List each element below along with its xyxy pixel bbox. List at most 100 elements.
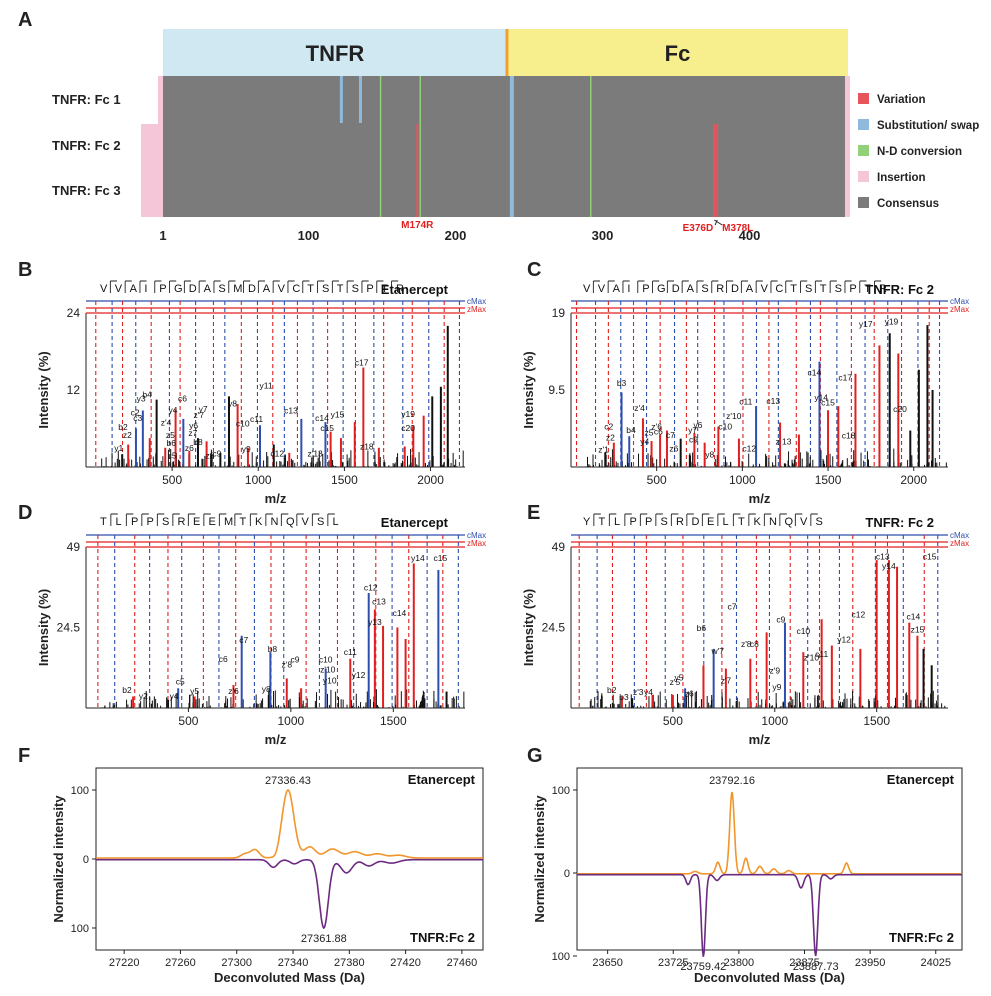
y-tick-label: 100 [552,785,570,797]
cleavage-bracket [311,513,320,526]
ion-label: y12 [837,634,851,644]
cleavage-bracket [696,280,704,293]
spectrum-panel: V V A I P G D A S M D A V C T S T S P T REtanerceptcMaxzMaxy… [36,280,486,506]
x-axis-title: Deconvoluted Mass (Da) [694,970,845,985]
cleavage-bracket [198,280,206,293]
y-tick-label: 0 [564,868,570,880]
cleavage-bracket [681,280,689,293]
panel-label-g: G [527,745,543,767]
x-tick-label: 1500 [815,473,842,487]
y-tick-label: 24.5 [542,621,566,635]
x-tick-label: 27340 [278,957,309,969]
cleavage-bracket [686,513,694,526]
variation-mark [716,124,719,217]
ion-label: c2 [131,408,140,418]
fc-domain-band [506,29,848,76]
ion-label: c15 [923,551,937,561]
y-tick-label: 24.5 [57,621,81,635]
x-tick-label: 1500 [863,714,890,728]
sequence-residue: D [731,283,739,295]
x-tick-label: 23800 [724,957,755,969]
cleavage-bracket [183,280,192,293]
ion-label: y8 [262,684,271,694]
sequence-residue: T [100,516,107,528]
ion-label: w'7 [710,646,724,656]
ion-label: y7 [199,404,208,414]
ion-label: c6 [654,427,663,437]
cleavage-bracket [228,280,236,293]
nd-conversion-mark [590,76,592,217]
sequence-residue: D [692,516,700,528]
ion-label: z'4 [634,403,645,413]
cleavage-bracket [265,513,273,526]
sequence-residue: R [178,516,186,528]
ion-label: c9 [212,449,221,459]
cleavage-bracket [844,280,852,293]
peak-label-top: 23792.16 [709,775,755,787]
ion-label: z'8 [281,660,292,670]
cleavage-bracket [302,280,310,293]
sequence-residue: E [707,516,714,528]
sequence-residue: S [317,516,324,528]
sequence-residue: C [292,283,300,295]
ion-label: c18 [842,431,856,441]
x-tick-label: 24025 [920,957,951,969]
cleavage-bracket [859,280,867,293]
ion-label: c5 [168,451,177,461]
sequence-residue: V [278,283,286,295]
sequence-residue: K [754,516,762,528]
sequence-residue: L [614,516,620,528]
sequence-residue: T [337,283,344,295]
ion-label: b3 [617,378,627,388]
sequence-residue: T [738,516,745,528]
cleavage-bracket [670,513,679,526]
ion-label: y12 [352,670,366,680]
cleavage-bracket [592,280,601,293]
ion-label: z8 [206,451,215,461]
insertion-bar-left [141,124,163,217]
x-tick-label: 23875 [789,957,820,969]
ion-label: c14 [393,608,407,618]
ion-label: c15 [434,553,448,563]
sequence-residue: T [307,283,314,295]
ion-label: y15 [331,410,345,420]
insertion-strip-left [158,76,163,217]
legend-swatch [858,171,869,182]
y-tick-label: 100 [552,951,570,963]
cmax-label: cMax [467,531,486,540]
x-tick-label: 27260 [165,957,196,969]
sequence-residue: D [248,283,256,295]
x-axis-title: m/z [749,732,771,747]
peak-label-bottom: 23759.42 [680,961,726,973]
ion-label: c9 [776,615,785,625]
ion-label: z'6 [228,686,239,696]
ion-label: y14 [882,561,896,571]
cleavage-bracket [779,513,787,526]
sequence-residue: M [233,283,242,295]
ion-label: z'13 [307,449,323,459]
cleavage-bracket [213,280,221,293]
ion-label: c11 [250,414,263,424]
fc-domain-label: Fc [665,41,691,66]
x-tick-label: 23650 [592,957,623,969]
ion-label: y13 [368,617,382,627]
cleavage-bracket [874,280,882,293]
cleavage-bracket [732,513,741,526]
plot-frame [576,767,963,951]
x-tick-label: 100 [298,228,320,243]
legend-label: Variation [877,94,926,106]
ion-label: c12 [364,582,378,592]
cleavage-bracket [711,280,719,293]
ion-label: c10 [796,626,810,636]
variation-mark [713,124,716,217]
panel-label-a: A [18,9,32,31]
ion-label: y19 [885,316,899,326]
ion-label: c10 [236,419,250,429]
sequence-residue: Y [583,516,591,528]
cleavage-bracket [770,280,778,293]
panel-label-e: E [527,502,540,524]
variation-connector [713,219,723,226]
cleavage-bracket [125,513,134,526]
x-tick-label: 1500 [380,714,407,728]
